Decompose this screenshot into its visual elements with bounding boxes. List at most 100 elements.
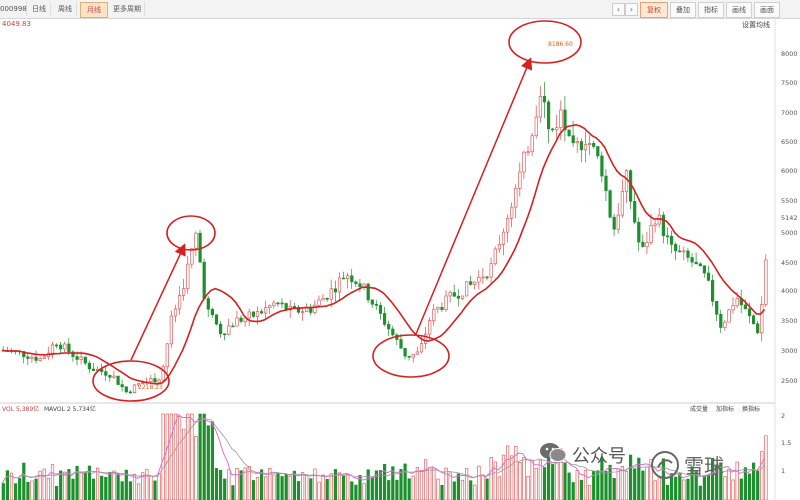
volume-bar: [239, 470, 243, 500]
top-toolbar: 000998 日线 周线 月线 更多周期 ‹ › 复权 叠加 指标 画线 画面: [0, 0, 800, 19]
volume-bar: [18, 478, 22, 500]
volume-bar: [223, 478, 227, 500]
candle-body: [403, 347, 407, 357]
candle-body: [321, 297, 325, 301]
candle-body: [653, 223, 657, 226]
volume-bar: [354, 484, 358, 500]
volume-bar: [403, 463, 407, 500]
volume-bar: [460, 479, 465, 500]
candle-body: [378, 305, 383, 314]
candle-body: [309, 307, 313, 313]
candle-body: [108, 375, 112, 378]
candle-body: [223, 333, 227, 336]
ma-settings-button[interactable]: 设置均线: [742, 21, 770, 29]
layout-button[interactable]: 画面: [754, 2, 780, 18]
volume-bar: [604, 471, 608, 500]
volume-bar: [288, 475, 292, 500]
chevron-left-icon[interactable]: ‹: [612, 3, 625, 16]
candle-body: [34, 356, 38, 361]
volume-bar: [366, 469, 370, 500]
overlay-button[interactable]: 叠加: [670, 2, 696, 18]
candle-body: [132, 384, 137, 393]
tab-weekly[interactable]: 周线: [54, 2, 77, 16]
candle-body: [59, 344, 63, 350]
volume-bar: [219, 469, 223, 500]
candle-body: [161, 366, 165, 381]
tab-daily[interactable]: 日线: [28, 2, 51, 16]
candle-body: [214, 314, 219, 325]
volume-bar: [448, 472, 452, 500]
candle-body: [235, 317, 239, 327]
volume-bar: [620, 466, 624, 500]
volume-bar: [231, 485, 235, 500]
volume-bar: [743, 467, 747, 500]
candle-body: [374, 303, 379, 306]
volume-bar: [522, 457, 526, 500]
indicator-button[interactable]: 指标: [698, 2, 724, 18]
candle-body: [169, 315, 174, 345]
candle-body: [719, 313, 723, 328]
candle-body: [284, 303, 288, 311]
candle-body: [337, 277, 342, 293]
volume-bar: [436, 478, 440, 500]
volume-bar: [370, 477, 374, 500]
candle-body: [137, 383, 141, 386]
volume-bar: [497, 476, 502, 500]
candle-body: [382, 313, 387, 325]
volume-bar: [264, 476, 268, 500]
candle-body: [579, 141, 583, 151]
wechat-logo: [538, 440, 568, 464]
volume-bar: [719, 462, 723, 500]
volume-bar: [149, 475, 153, 500]
y-tick: 5500: [781, 197, 798, 205]
candle-body: [702, 265, 706, 274]
volume-bar: [510, 455, 514, 500]
volume-bar: [333, 469, 338, 500]
candle-body: [251, 311, 256, 317]
candle-body: [505, 217, 510, 233]
volume-bar: [579, 479, 583, 500]
add-indicator-button[interactable]: 加指标: [716, 406, 735, 413]
volume-bar: [259, 469, 264, 500]
candle-body: [329, 288, 333, 300]
candle-body: [567, 129, 571, 137]
candle-body: [616, 214, 620, 230]
candle-body: [87, 362, 91, 370]
volume-bar: [575, 470, 579, 500]
volume-bar: [616, 468, 620, 500]
candle-body: [448, 292, 452, 297]
tab-more-periods[interactable]: 更多周期: [110, 2, 145, 16]
candle-body: [399, 339, 403, 349]
candle-body: [432, 308, 436, 321]
volume-bar: [214, 468, 219, 500]
volume-bar: [198, 413, 202, 500]
volume-bar: [727, 469, 731, 500]
volume-bar: [22, 462, 26, 500]
volume-bar: [415, 467, 420, 500]
draw-line-button[interactable]: 画线: [726, 2, 752, 18]
tab-monthly[interactable]: 月线: [80, 2, 108, 18]
candle-body: [620, 190, 624, 216]
volume-header: VOL 5,389亿 MAVOL 2 5,734亿 成交量 加指标 换指标: [0, 404, 800, 416]
volume-bar: [682, 479, 686, 500]
volume-bar: [551, 464, 555, 500]
candle-body: [518, 171, 522, 189]
vol-indicator-button[interactable]: 成交量: [690, 406, 709, 413]
candle-body: [674, 244, 678, 252]
candle-body: [469, 281, 473, 285]
switch-indicator-button[interactable]: 换指标: [742, 406, 761, 413]
candle-body: [686, 250, 690, 258]
candle-body: [26, 356, 30, 359]
candle-body: [268, 305, 272, 309]
candle-body: [178, 295, 182, 310]
volume-bar: [190, 413, 194, 500]
candle-body: [292, 306, 297, 308]
restore-rights-button[interactable]: 复权: [640, 2, 668, 18]
volume-bar: [637, 457, 641, 500]
candle-body: [501, 231, 506, 245]
candle-body: [555, 127, 559, 131]
chevron-right-icon[interactable]: ›: [625, 3, 638, 16]
volume-bar: [108, 471, 112, 500]
candle-body: [481, 276, 485, 279]
volume-bar: [563, 463, 567, 500]
